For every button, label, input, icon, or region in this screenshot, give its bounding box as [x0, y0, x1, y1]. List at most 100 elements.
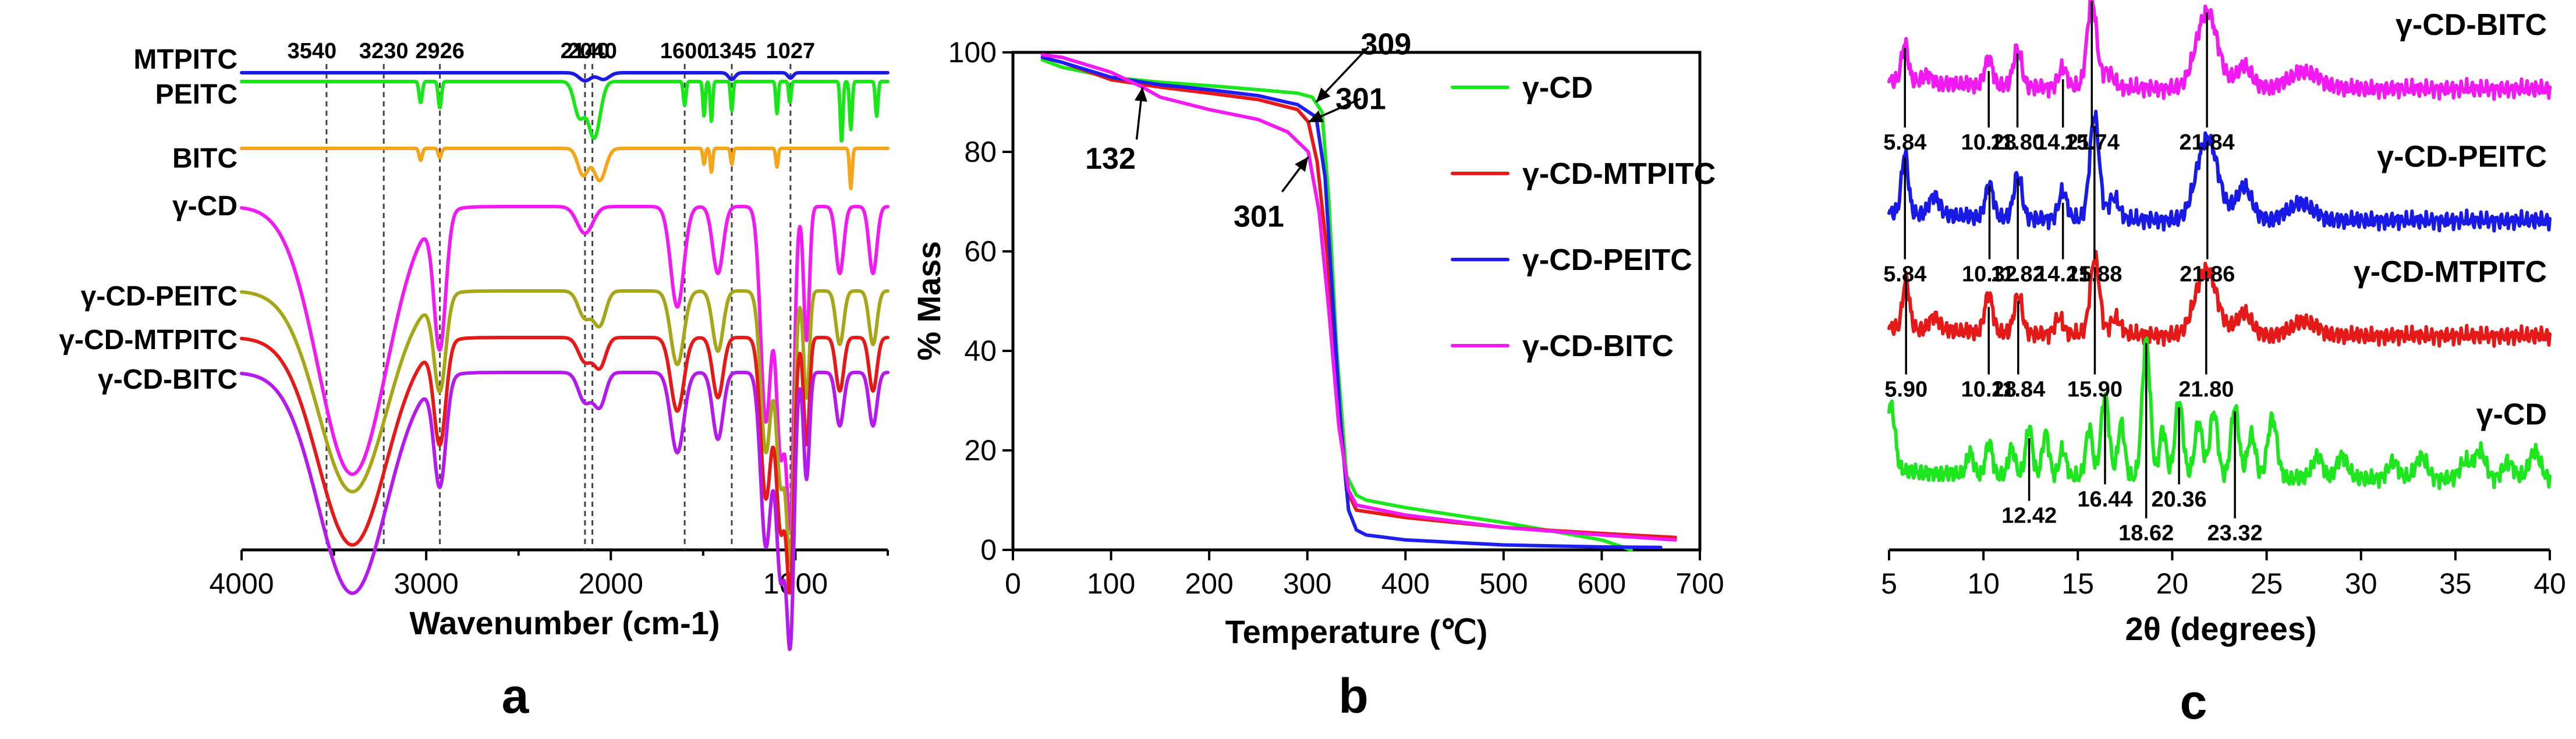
panel-c-x-tick-label-5: 5 [1881, 567, 1897, 600]
panel-c-peak-label-gamma-cd-20-36: 20.36 [2152, 487, 2207, 511]
panel-c-trace-gamma-cd-bitc [1887, 0, 2552, 101]
panel-a-reference-label-2140: 2140 [561, 39, 610, 63]
panel-c-x-tick-label-20: 20 [2156, 567, 2189, 600]
panel-b-tga-chart: 0 100 200 300 400 500 600 700 0 20 40 60 80 100 309 30… [910, 28, 1724, 724]
panel-b-legend-label-gamma-cd: γ-CD [1522, 71, 1593, 105]
panel-b-annotation-arrowhead-309 [1316, 87, 1331, 102]
panel-b-annotation-arrowhead-301 [1308, 110, 1324, 123]
panel-c-series-label-gamma-cd-mtpitc: γ-CD-MTPITC [2354, 255, 2547, 289]
panel-b-x-tick-label-300: 300 [1283, 567, 1331, 600]
panel-b-y-tick-label-60: 60 [964, 235, 997, 268]
panel-c-x-tick-label-30: 30 [2345, 567, 2377, 600]
panel-b-label: b [1338, 669, 1368, 723]
panel-a-x-axis-title: Wavenumber (cm-1) [409, 605, 720, 641]
panel-a-series-label-gamma-cd-bitc: γ-CD-BITC [98, 364, 238, 395]
panel-a-reference-label-1345: 1345 [707, 39, 757, 63]
panel-a-series-label-mtpitc: MTPITC [133, 44, 238, 75]
panel-b-plot-frame [1011, 51, 1702, 552]
panel-b-annotation-301: 301 [1234, 200, 1284, 234]
panel-c-peak-label-gamma-cd-mtpitc-11-84: 11.84 [1991, 378, 2045, 402]
panel-c-label: c [2180, 674, 2208, 729]
panel-a-series-label-gamma-cd-peitc: γ-CD-PEITC [81, 281, 238, 312]
panel-a-reference-label-2926: 2926 [415, 39, 465, 63]
panel-c-x-tick-label-15: 15 [2061, 567, 2094, 600]
panel-a-reference-label-1027: 1027 [766, 39, 816, 63]
panel-a-x-tick-label-3000: 3000 [394, 567, 459, 600]
panel-b-x-tick-label-200: 200 [1185, 567, 1233, 600]
panel-c-peak-label-gamma-cd-12-42: 12.42 [2001, 504, 2057, 528]
panel-c-x-tick-label-25: 25 [2251, 567, 2283, 600]
panel-c-peak-label-gamma-cd-peitc-14-21: 14.21 [2035, 262, 2090, 286]
panel-a-reference-label-1600: 1600 [660, 39, 710, 63]
panel-a-trace-gamma-cd-mtpitc [240, 336, 890, 595]
panel-c-peak-label-gamma-cd-peitc-5-84: 5.84 [1883, 262, 1926, 286]
panel-b-x-tick-label-600: 600 [1578, 567, 1626, 600]
panel-b-x-tick-label-0: 0 [1005, 567, 1021, 600]
panel-a-reference-label-3540: 3540 [288, 39, 337, 63]
panel-b-x-tick-label-400: 400 [1381, 567, 1430, 600]
panel-c-peak-label-gamma-cd-bitc-14-21: 14.21 [2035, 130, 2090, 155]
panel-c-peak-label-gamma-cd-mtpitc-10-28: 10.28 [1961, 378, 2017, 402]
panel-b-x-tick-label-700: 700 [1675, 567, 1724, 600]
panel-b-trace-gamma-cd-bitc [1040, 53, 1677, 542]
panel-b-annotation-arrowhead-301 [1295, 157, 1309, 172]
panel-b-legend-label-gamma-cd-bitc: γ-CD-BITC [1522, 329, 1674, 363]
panel-c-peak-label-gamma-cd-18-62: 18.62 [2118, 521, 2174, 546]
panel-b-annotation-arrowhead-132 [1134, 87, 1147, 102]
panel-c-peak-label-gamma-cd-mtpitc-5-90: 5.90 [1884, 378, 1927, 402]
panel-c-x-tick-label-35: 35 [2439, 567, 2472, 600]
panel-a-series-label-bitc: BITC [172, 143, 238, 174]
panel-a-trace-bitc [240, 147, 890, 190]
panel-c-peak-label-gamma-cd-16-44: 16.44 [2077, 487, 2132, 511]
panel-b-y-tick-label-0: 0 [980, 534, 997, 566]
panel-c-x-tick-label-10: 10 [1967, 567, 2000, 600]
panel-c-series-label-gamma-cd: γ-CD [2476, 398, 2547, 432]
panel-a-trace-mtpitc [240, 71, 890, 83]
panel-a-trace-gamma-cd-bitc [240, 371, 890, 651]
panel-b-y-tick-label-80: 80 [964, 136, 997, 168]
panel-b-annotation-132: 132 [1085, 142, 1136, 176]
panel-b-x-axis-title: Temperature (℃) [1225, 613, 1488, 650]
panel-c-xrd-chart: 5 10 15 20 25 30 35 40 5.84 10.2811.8014.2115.74… [1881, 0, 2566, 729]
panel-b-y-axis-title: % Mass [910, 241, 947, 360]
panel-c-series-label-gamma-cd-peitc: γ-CD-PEITC [2377, 140, 2547, 173]
panel-c-peak-label-gamma-cd-bitc-15-74: 15.74 [2064, 130, 2120, 155]
panel-a-series-label-peitc: PEITC [155, 79, 238, 110]
panel-c-peak-label-gamma-cd-mtpitc-15-90: 15.90 [2067, 378, 2123, 402]
panel-c-peak-label-gamma-cd-mtpitc-21-80: 21.80 [2178, 378, 2234, 402]
panel-c-trace-gamma-cd-peitc [1887, 109, 2552, 233]
panel-a-x-tick-label-4000: 4000 [209, 567, 274, 600]
panel-b-y-tick-label-100: 100 [948, 36, 997, 69]
panel-c-peak-label-gamma-cd-bitc-11-80: 11.80 [1990, 130, 2044, 155]
panel-a-trace-gamma-cd [240, 205, 890, 531]
panel-b-y-tick-label-40: 40 [964, 335, 997, 367]
panel-a-x-tick-label-1000: 1000 [763, 567, 828, 600]
panel-a-trace-gamma-cd-peitc [240, 289, 890, 568]
panel-c-peak-label-gamma-cd-peitc-11-82: 11.82 [1991, 262, 2045, 286]
panel-a-reference-label-2040: 2040 [568, 39, 617, 63]
panel-a-series-label-gamma-cd-mtpitc: γ-CD-MTPITC [59, 325, 238, 356]
panel-c-peak-label-gamma-cd-peitc-21-86: 21.86 [2180, 262, 2235, 286]
panel-c-x-tick-label-40: 40 [2534, 567, 2566, 600]
panel-c-series-label-gamma-cd-bitc: γ-CD-BITC [2396, 8, 2547, 42]
panel-b-annotation-301: 301 [1335, 83, 1386, 116]
panel-a-x-tick-label-2000: 2000 [579, 567, 643, 600]
panel-a-trace-peitc [240, 80, 890, 143]
panel-b-legend-label-gamma-cd-peitc: γ-CD-PEITC [1522, 243, 1692, 277]
panel-c-trace-gamma-cd-mtpitc [1887, 250, 2552, 348]
panel-c-trace-gamma-cd [1887, 336, 2552, 491]
panel-b-annotation-309: 309 [1361, 28, 1412, 62]
panel-c-peak-label-gamma-cd-bitc-5-84: 5.84 [1883, 130, 1926, 155]
panel-b-y-tick-label-20: 20 [964, 434, 997, 467]
panel-b-legend-label-gamma-cd-mtpitc: γ-CD-MTPITC [1522, 157, 1716, 191]
panel-c-peak-label-gamma-cd-23-32: 23.32 [2208, 521, 2263, 546]
panel-b-trace-gamma-cd-peitc [1040, 55, 1663, 549]
panel-b-x-tick-label-500: 500 [1479, 567, 1528, 600]
panel-c-peak-label-gamma-cd-peitc-10-32: 10.32 [1962, 262, 2017, 286]
panel-b-trace-gamma-cd [1040, 58, 1633, 552]
panel-a-series-label-gamma-cd: γ-CD [172, 191, 238, 222]
panel-c-x-axis-title: 2θ (degrees) [2125, 610, 2316, 647]
panel-b-x-tick-label-100: 100 [1087, 567, 1135, 600]
